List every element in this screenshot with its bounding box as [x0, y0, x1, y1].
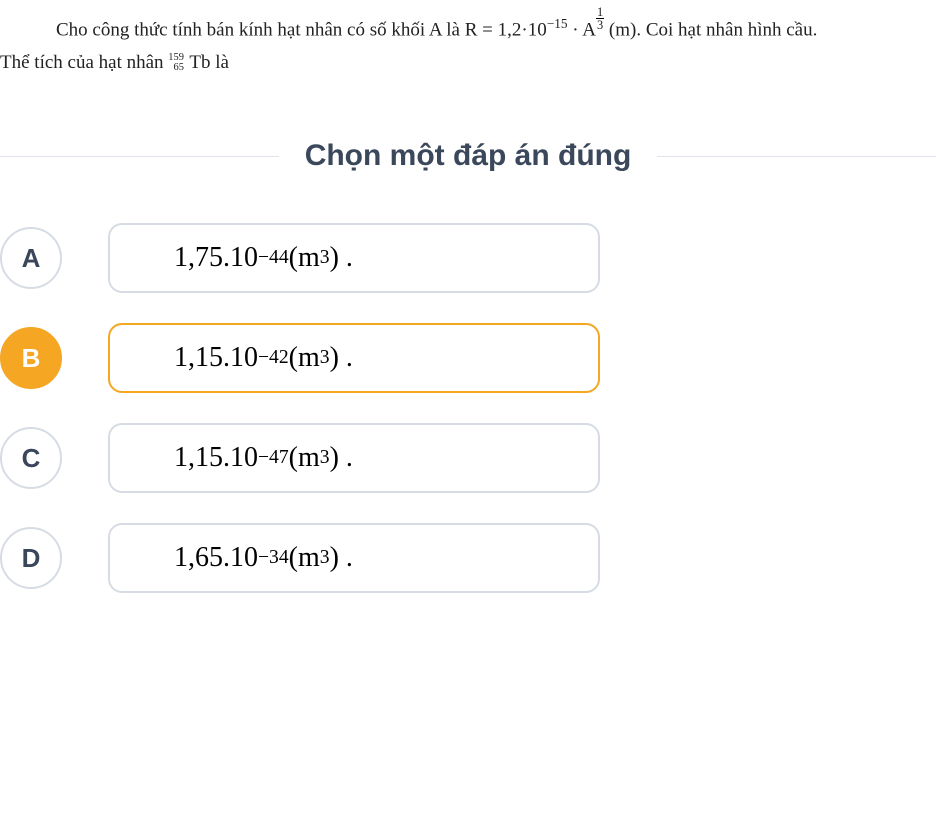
divider-left	[0, 156, 279, 157]
answer-unit-close: ) .	[330, 242, 353, 274]
option-answer[interactable]: 1,15.10−47 (m3) .	[108, 423, 600, 493]
answer-exponent: −44	[258, 247, 289, 269]
answer-coeff: 1,65.10	[174, 542, 258, 574]
question-block: Cho công thức tính bán kính hạt nhân có …	[0, 0, 936, 99]
q-text: Cho công thức tính bán kính hạt nhân có …	[56, 20, 547, 41]
answer-exponent: −42	[258, 347, 289, 369]
option-row[interactable]: D 1,65.10−34 (m3) .	[0, 523, 600, 593]
option-row[interactable]: A 1,75.10−44 (m3) .	[0, 223, 600, 293]
q-frac-num: 1	[596, 6, 604, 19]
answer-coeff: 1,15.10	[174, 442, 258, 474]
answer-unit-exp: 3	[320, 547, 330, 569]
q-frac: 13	[596, 6, 604, 32]
answer-unit-open: (m	[289, 342, 320, 374]
isotope-z: 65	[168, 63, 184, 73]
q-frac-den: 3	[596, 19, 604, 31]
answer-coeff: 1,75.10	[174, 242, 258, 274]
option-row[interactable]: C 1,15.10−47 (m3) .	[0, 423, 600, 493]
answer-unit-close: ) .	[330, 342, 353, 374]
isotope-symbol: Tb là	[185, 52, 229, 73]
option-answer[interactable]: 1,15.10−42 (m3) .	[108, 323, 600, 393]
options-list: A1,75.10−44 (m3) .B1,15.10−42 (m3) .C1,1…	[0, 223, 600, 593]
question-line-2: Thể tích của hạt nhân 15965 Tb là	[0, 47, 926, 79]
option-letter[interactable]: C	[0, 427, 62, 489]
answer-unit-exp: 3	[320, 347, 330, 369]
q-text: (m). Coi hạt nhân hình cầu.	[604, 20, 817, 41]
answer-exponent: −47	[258, 447, 289, 469]
answer-unit-close: ) .	[330, 442, 353, 474]
answer-unit-open: (m	[289, 442, 320, 474]
answer-unit-exp: 3	[320, 447, 330, 469]
choose-header: Chọn một đáp án đúng	[0, 139, 936, 173]
isotope: 15965	[168, 53, 184, 74]
q-text: · A	[568, 20, 597, 41]
q-text: Thể tích của hạt nhân	[0, 52, 168, 73]
option-letter[interactable]: A	[0, 227, 62, 289]
answer-unit-close: ) .	[330, 542, 353, 574]
divider-right	[657, 156, 936, 157]
option-row[interactable]: B 1,15.10−42 (m3) .	[0, 323, 600, 393]
answer-unit-exp: 3	[320, 247, 330, 269]
question-line-1: Cho công thức tính bán kính hạt nhân có …	[56, 6, 926, 47]
q-exp: −15	[547, 16, 568, 31]
answer-unit-open: (m	[289, 542, 320, 574]
answer-coeff: 1,15.10	[174, 342, 258, 374]
option-answer[interactable]: 1,75.10−44 (m3) .	[108, 223, 600, 293]
option-letter[interactable]: B	[0, 327, 62, 389]
option-letter[interactable]: D	[0, 527, 62, 589]
answer-exponent: −34	[258, 547, 289, 569]
option-answer[interactable]: 1,65.10−34 (m3) .	[108, 523, 600, 593]
answer-unit-open: (m	[289, 242, 320, 274]
choose-title: Chọn một đáp án đúng	[279, 139, 658, 173]
